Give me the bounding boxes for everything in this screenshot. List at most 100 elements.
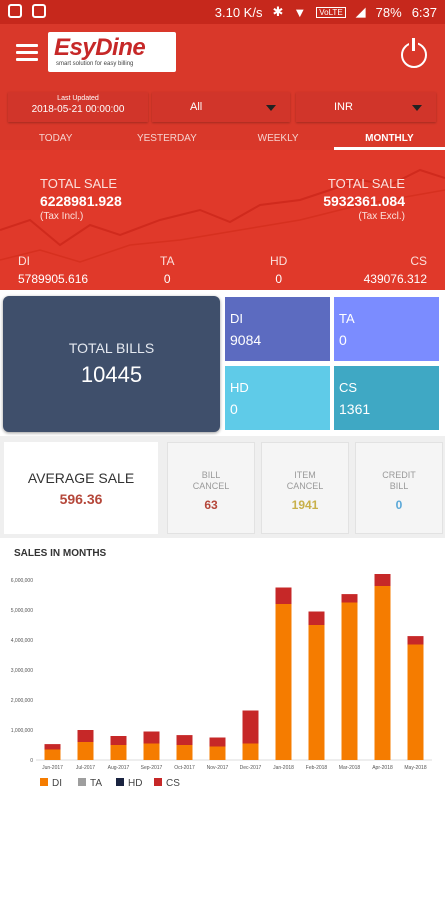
last-updated-label: Last Updated: [57, 95, 99, 102]
bills-tile-di[interactable]: DI 9084: [225, 297, 330, 361]
bar-cs: [110, 736, 127, 745]
legend-swatch: [78, 778, 86, 786]
average-sale-value: 596.36: [59, 491, 103, 507]
tile-value: 0: [339, 332, 347, 348]
tile-key: TA: [339, 311, 355, 326]
bar-cs: [143, 731, 160, 744]
total-bills-label: TOTAL BILLS: [68, 340, 155, 356]
average-sale-label: AVERAGE SALE: [27, 470, 135, 486]
x-tick-label: Feb-2018: [306, 765, 328, 771]
average-sale-card[interactable]: AVERAGE SALE 596.36: [4, 442, 158, 534]
total-sale-excl-note: (Tax Excl.): [358, 211, 405, 222]
credit-bill-card[interactable]: CREDIT BILL 0: [355, 442, 443, 534]
y-tick-label: 3,000,000: [11, 668, 33, 674]
item-cancel-card[interactable]: ITEM CANCEL 1941: [261, 442, 349, 534]
clock: 6:37: [411, 4, 437, 20]
signal-icon: ◢: [355, 4, 366, 19]
date-picker[interactable]: Last Updated 2018-05-21 00:00:00: [8, 92, 148, 122]
app-header: EsyDine smart solution for easy billing: [0, 24, 445, 84]
channel-value: 0: [275, 272, 283, 286]
x-tick-label: Apr-2018: [372, 765, 393, 771]
total-sale-incl-note: (Tax Incl.): [40, 211, 84, 222]
bar-di: [407, 644, 424, 760]
channel-di: DI 5789905.616: [18, 254, 88, 286]
bar-cs: [407, 636, 424, 645]
item-cancel-value: 1941: [291, 498, 319, 512]
card-label: BILL: [201, 470, 221, 480]
bar-di: [176, 745, 193, 760]
tab-today[interactable]: TODAY: [38, 133, 73, 144]
legend-swatch: [40, 778, 48, 786]
tab-monthly[interactable]: MONTHLY: [333, 128, 445, 150]
bar-di: [143, 743, 160, 760]
chevron-down-icon: [412, 105, 422, 111]
sales-months-chart: 0 1,000,000 2,000,000 3,000,000 4,000,000 5,0…: [11, 574, 432, 789]
bar-cs: [44, 744, 61, 750]
logo-tagline: smart solution for easy billing: [56, 61, 134, 67]
bills-tile-hd[interactable]: HD 0: [225, 366, 330, 430]
bar-di: [341, 602, 358, 760]
status-bar: 3.10 K/s ✱ ▼ VoLTE ◢ 78% 6:37: [0, 0, 445, 24]
total-sale-panel: TOTAL SALE 6228981.928 (Tax Incl.) TOTAL…: [0, 150, 445, 290]
period-tabs: TODAY YESTERDAY WEEKLY MONTHLY: [0, 128, 445, 150]
credit-bill-value: 0: [395, 498, 403, 512]
card-label: CANCEL: [286, 481, 324, 491]
network-speed: 3.10 K/s: [214, 4, 263, 20]
channel-ta: TA 0: [160, 254, 174, 286]
total-sale-incl-value: 6228981.928: [40, 193, 122, 209]
bar-cs: [176, 735, 193, 745]
volte-badge: VoLTE: [316, 6, 346, 18]
last-updated-value: 2018-05-21 00:00:00: [31, 104, 125, 115]
total-bills-value: 10445: [80, 362, 143, 387]
tile-value: 0: [230, 401, 238, 417]
bar-di: [77, 742, 94, 760]
x-tick-label: Oct-2017: [174, 765, 195, 771]
x-tick-label: Jun-2017: [42, 765, 63, 771]
menu-icon[interactable]: [16, 44, 38, 62]
y-tick-label: 0: [30, 758, 33, 764]
bar-cs: [275, 587, 292, 604]
channel-cs: CS 439076.312: [364, 254, 427, 286]
bar-cs: [308, 611, 325, 625]
bar-di: [242, 743, 259, 760]
tab-weekly[interactable]: WEEKLY: [257, 133, 299, 144]
bar-di: [44, 749, 61, 760]
bills-tile-ta[interactable]: TA 0: [334, 297, 439, 361]
power-icon[interactable]: [401, 38, 427, 68]
mail-icon: [32, 4, 46, 18]
wifi-icon: ▼: [293, 4, 307, 20]
bar-cs: [341, 594, 358, 603]
channel-value: 439076.312: [363, 272, 427, 286]
app-logo: EsyDine smart solution for easy billing: [48, 32, 176, 72]
scope-select[interactable]: All: [152, 92, 290, 122]
y-tick-label: 2,000,000: [11, 698, 33, 704]
chevron-down-icon: [266, 105, 276, 111]
bill-cancel-card[interactable]: BILL CANCEL 63: [167, 442, 255, 534]
channel-key: DI: [18, 254, 30, 268]
bar-di: [374, 586, 391, 760]
tab-yesterday[interactable]: YESTERDAY: [136, 133, 197, 144]
scope-value: All: [190, 101, 203, 113]
legend-label: TA: [90, 778, 102, 789]
x-tick-label: Nov-2017: [207, 765, 229, 771]
bar-di: [110, 745, 127, 760]
y-tick-label: 1,000,000: [11, 728, 33, 734]
total-sale-incl: TOTAL SALE 6228981.928 (Tax Incl.): [40, 176, 122, 222]
currency-select[interactable]: INR: [296, 92, 436, 122]
total-sale-excl-label: TOTAL SALE: [327, 176, 405, 191]
y-tick-label: 5,000,000: [11, 608, 33, 614]
bar-di: [275, 604, 292, 760]
y-tick-label: 4,000,000: [11, 638, 33, 644]
channel-key: CS: [410, 254, 427, 268]
y-tick-label: 6,000,000: [11, 578, 33, 584]
card-label: BILL: [389, 481, 409, 491]
total-sale-excl: TOTAL SALE 5932361.084 (Tax Excl.): [323, 176, 405, 222]
bills-tile-cs[interactable]: CS 1361: [334, 366, 439, 430]
sale-trend-background: [0, 168, 445, 263]
filter-bar: Last Updated 2018-05-21 00:00:00 All INR: [0, 84, 445, 128]
summary-row: AVERAGE SALE 596.36 BILL CANCEL 63 ITEM CA…: [0, 436, 445, 538]
total-bills-card[interactable]: TOTAL BILLS 10445: [3, 296, 220, 432]
total-sale-excl-value: 5932361.084: [323, 193, 405, 209]
tile-key: HD: [230, 380, 249, 395]
legend-label: CS: [166, 778, 180, 789]
